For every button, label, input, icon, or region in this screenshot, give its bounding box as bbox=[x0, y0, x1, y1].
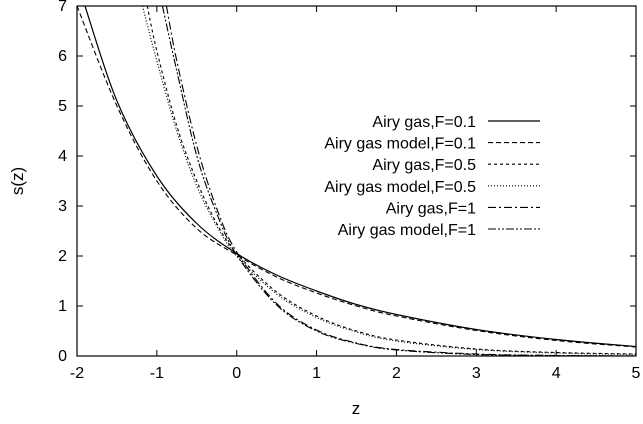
x-tick-label: 0 bbox=[232, 365, 241, 382]
x-tick-label: 3 bbox=[472, 365, 481, 382]
legend-label-6: Airy gas model,F=1 bbox=[338, 222, 476, 239]
y-tick-label: 3 bbox=[58, 198, 67, 215]
series-line-2 bbox=[77, 6, 636, 348]
plot-frame bbox=[76, 5, 637, 357]
legend-label-2: Airy gas model,F=0.1 bbox=[324, 136, 476, 153]
y-tick-label: 5 bbox=[58, 98, 67, 115]
series-line-6 bbox=[161, 6, 636, 356]
legend-label-5: Airy gas,F=1 bbox=[386, 200, 476, 217]
y-tick-label: 2 bbox=[58, 248, 67, 265]
legend-label-1: Airy gas,F=0.1 bbox=[372, 114, 476, 131]
x-tick-label: 4 bbox=[552, 365, 561, 382]
y-tick-label: 0 bbox=[58, 348, 67, 365]
x-tick-label: 1 bbox=[312, 365, 321, 382]
x-tick-label: 2 bbox=[392, 365, 401, 382]
legend-label-4: Airy gas model,F=0.5 bbox=[324, 179, 476, 196]
series-line-4 bbox=[141, 6, 636, 356]
x-axis-label: z bbox=[352, 399, 361, 418]
x-tick-label: -1 bbox=[150, 365, 164, 382]
y-tick-label: 7 bbox=[58, 0, 67, 15]
y-tick-label: 4 bbox=[58, 148, 67, 165]
series-line-1 bbox=[84, 6, 636, 348]
series-line-5 bbox=[165, 6, 636, 356]
x-tick-label: -2 bbox=[70, 365, 84, 382]
y-axis-label: s(z) bbox=[8, 167, 27, 195]
y-tick-label: 1 bbox=[58, 298, 67, 315]
y-tick-label: 6 bbox=[58, 48, 67, 65]
legend: Airy gas,F=0.1 Airy gas model,F=0.1 Airy g… bbox=[324, 114, 540, 239]
x-tick-label: 5 bbox=[632, 365, 641, 382]
legend-label-3: Airy gas,F=0.5 bbox=[372, 157, 476, 174]
series-lines bbox=[77, 6, 636, 356]
ticks: -2 -1 0 1 2 3 4 5 0 1 2 3 4 5 6 7 bbox=[58, 0, 640, 382]
